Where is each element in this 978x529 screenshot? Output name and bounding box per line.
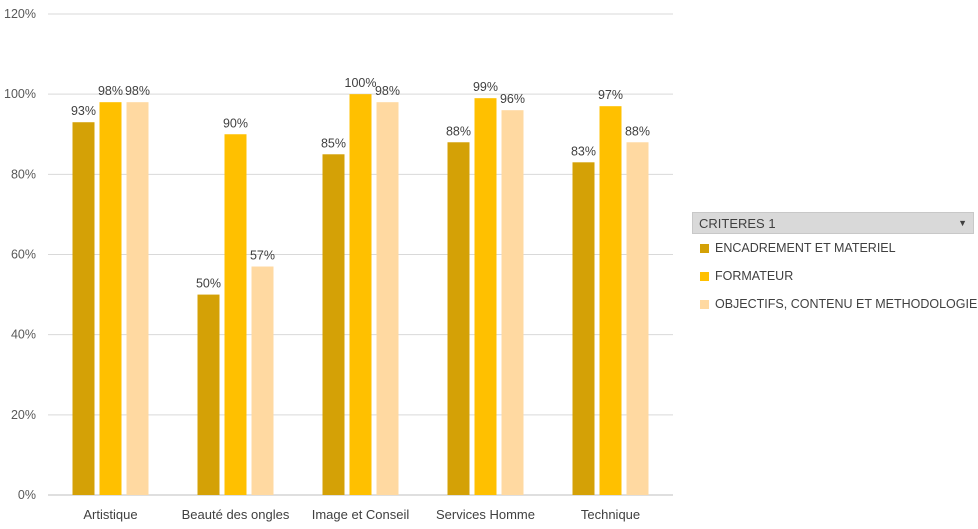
legend-swatch xyxy=(700,243,709,253)
x-tick-label: Services Homme xyxy=(436,507,535,522)
data-label: 98% xyxy=(98,84,123,98)
x-tick-label: Technique xyxy=(581,507,640,522)
legend-label: ENCADREMENT ET MATERIEL xyxy=(715,241,896,255)
bar xyxy=(501,110,524,495)
data-label: 100% xyxy=(345,76,377,90)
bar xyxy=(474,98,497,496)
y-tick-label: 100% xyxy=(4,87,36,101)
legend: CRITERES 1 ▼ ENCADREMENT ET MATERIEL FOR… xyxy=(692,212,978,318)
bar xyxy=(126,102,149,495)
bar xyxy=(99,102,122,495)
y-tick-label: 40% xyxy=(11,328,36,342)
legend-item-objectifs: OBJECTIFS, CONTENU ET METHODOLOGIE xyxy=(692,290,978,318)
bar xyxy=(572,162,595,495)
y-tick-label: 60% xyxy=(11,248,36,262)
bar xyxy=(251,266,274,495)
bar xyxy=(447,142,470,495)
legend-label: FORMATEUR xyxy=(715,269,794,283)
data-label: 96% xyxy=(500,92,525,106)
y-tick-label: 80% xyxy=(11,167,36,181)
bar xyxy=(224,134,247,495)
data-label: 99% xyxy=(473,80,498,94)
legend-swatch xyxy=(700,271,709,281)
data-label: 83% xyxy=(571,144,596,158)
y-tick-label: 20% xyxy=(11,408,36,422)
x-tick-label: Beauté des ongles xyxy=(182,507,290,522)
bar xyxy=(197,294,220,495)
data-label: 85% xyxy=(321,136,346,150)
bar xyxy=(72,122,95,495)
legend-swatch xyxy=(700,299,709,309)
legend-filter-button[interactable]: CRITERES 1 ▼ xyxy=(692,212,974,234)
data-label: 97% xyxy=(598,88,623,102)
x-tick-label: Image et Conseil xyxy=(312,507,410,522)
data-label: 88% xyxy=(446,124,471,138)
bar xyxy=(626,142,649,495)
data-label: 93% xyxy=(71,104,96,118)
legend-title: CRITERES 1 xyxy=(699,215,776,231)
data-label: 57% xyxy=(250,249,275,263)
bar xyxy=(349,94,372,496)
legend-item-formateur: FORMATEUR xyxy=(692,262,974,290)
bar-chart: 0%20%40%60%80%100%120%93%98% 98%Artistiqu… xyxy=(4,7,673,522)
y-tick-label: 0% xyxy=(18,488,36,502)
data-label: 90% xyxy=(223,116,248,130)
x-tick-label: Artistique xyxy=(83,507,137,522)
chevron-down-icon[interactable]: ▼ xyxy=(958,218,967,228)
legend-item-encadrement: ENCADREMENT ET MATERIEL xyxy=(692,234,974,262)
data-label: 50% xyxy=(196,277,221,291)
data-label: 98% xyxy=(375,84,400,98)
bar xyxy=(376,102,399,495)
y-tick-label: 120% xyxy=(4,7,36,21)
data-label: 98% xyxy=(125,84,150,98)
data-label: 88% xyxy=(625,124,650,138)
bar xyxy=(599,106,622,496)
legend-label: OBJECTIFS, CONTENU ET METHODOLOGIE xyxy=(715,297,978,311)
bar xyxy=(322,154,345,495)
